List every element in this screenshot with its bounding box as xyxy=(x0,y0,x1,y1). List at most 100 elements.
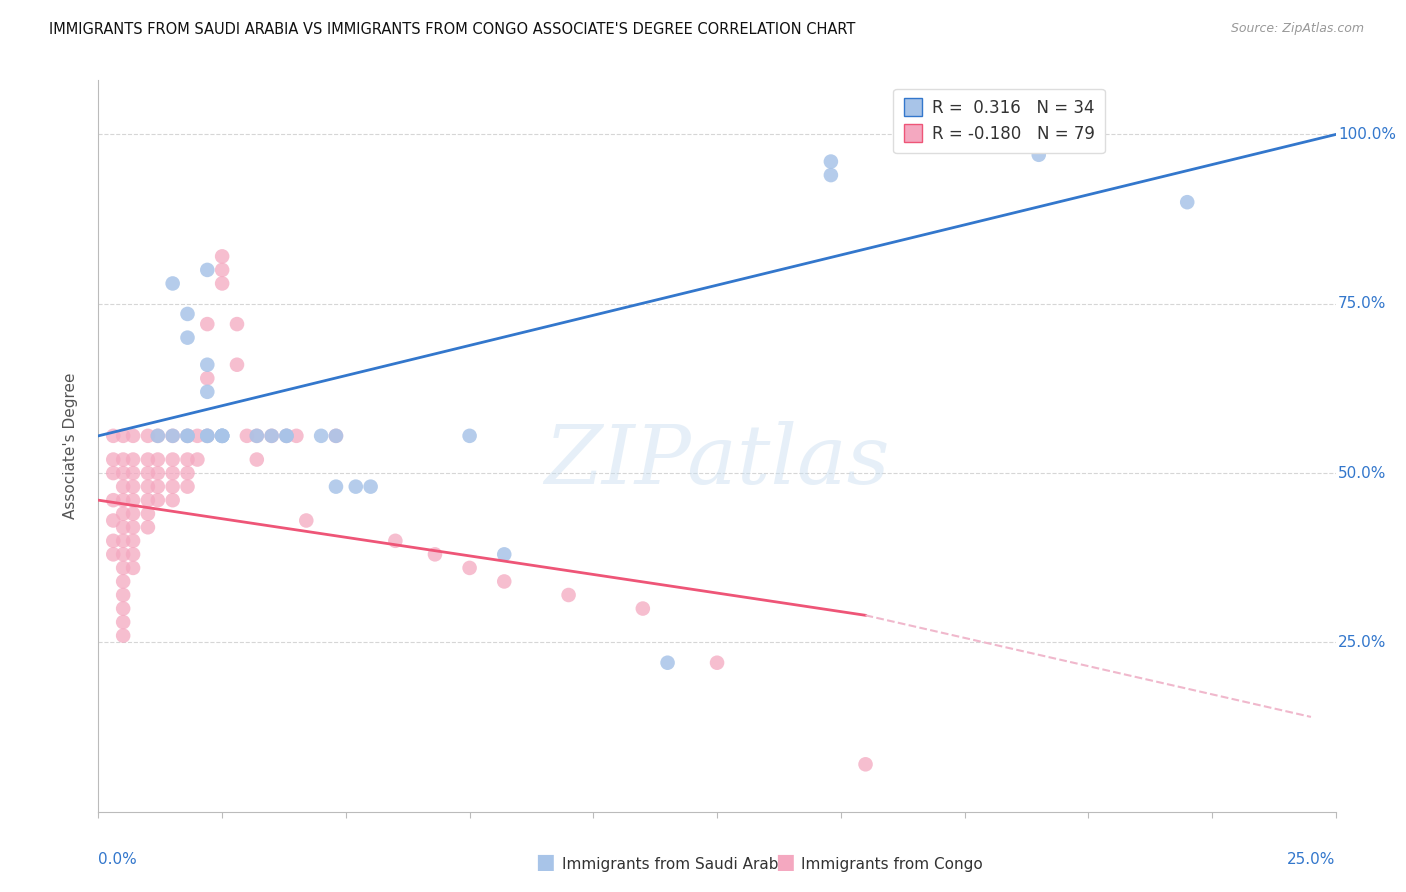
Point xyxy=(260,429,283,443)
Text: ■: ■ xyxy=(775,853,794,872)
Point xyxy=(260,429,283,443)
Point xyxy=(122,452,145,467)
Point xyxy=(112,429,135,443)
Point xyxy=(146,429,169,443)
Point xyxy=(186,452,208,467)
Point xyxy=(146,493,169,508)
Point xyxy=(112,466,135,480)
Point xyxy=(103,429,125,443)
Point xyxy=(494,574,516,589)
Point xyxy=(136,466,159,480)
Point xyxy=(112,574,135,589)
Point xyxy=(162,277,184,291)
Point xyxy=(112,493,135,508)
Point xyxy=(162,429,184,443)
Point xyxy=(195,317,218,331)
Point xyxy=(458,429,481,443)
Point xyxy=(162,429,184,443)
Point xyxy=(112,452,135,467)
Point xyxy=(162,493,184,508)
Point xyxy=(122,561,145,575)
Point xyxy=(122,466,145,480)
Point xyxy=(136,493,159,508)
Point xyxy=(136,520,159,534)
Point xyxy=(1175,195,1198,210)
Point xyxy=(146,466,169,480)
Point xyxy=(176,307,198,321)
Point xyxy=(162,480,184,494)
Point xyxy=(236,429,259,443)
Text: ZIPatlas: ZIPatlas xyxy=(544,421,890,500)
Point xyxy=(112,588,135,602)
Point xyxy=(195,263,218,277)
Point xyxy=(122,480,145,494)
Point xyxy=(384,533,406,548)
Point xyxy=(112,601,135,615)
Point xyxy=(122,533,145,548)
Point xyxy=(706,656,728,670)
Text: Immigrants from Congo: Immigrants from Congo xyxy=(801,857,983,872)
Point xyxy=(112,629,135,643)
Point xyxy=(195,384,218,399)
Point xyxy=(325,480,347,494)
Point xyxy=(162,452,184,467)
Point xyxy=(211,263,233,277)
Text: 100.0%: 100.0% xyxy=(1339,127,1396,142)
Text: 25.0%: 25.0% xyxy=(1339,635,1386,650)
Point xyxy=(211,429,233,443)
Point xyxy=(557,588,579,602)
Point xyxy=(309,429,332,443)
Point xyxy=(820,168,842,182)
Point xyxy=(136,429,159,443)
Point xyxy=(103,514,125,528)
Point xyxy=(195,371,218,385)
Point xyxy=(820,154,842,169)
Point xyxy=(1028,148,1050,162)
Point xyxy=(103,547,125,561)
Text: 25.0%: 25.0% xyxy=(1288,852,1336,867)
Point xyxy=(136,507,159,521)
Point xyxy=(112,561,135,575)
Point xyxy=(103,493,125,508)
Point xyxy=(276,429,298,443)
Point xyxy=(162,466,184,480)
Point xyxy=(195,429,218,443)
Point xyxy=(195,429,218,443)
Point xyxy=(246,452,269,467)
Point xyxy=(103,466,125,480)
Point xyxy=(325,429,347,443)
Point xyxy=(325,429,347,443)
Y-axis label: Associate's Degree: Associate's Degree xyxy=(63,373,77,519)
Point xyxy=(285,429,308,443)
Point xyxy=(176,331,198,345)
Point xyxy=(226,317,249,331)
Point xyxy=(211,429,233,443)
Point xyxy=(146,429,169,443)
Point xyxy=(855,757,877,772)
Point xyxy=(195,429,218,443)
Point xyxy=(112,615,135,629)
Point xyxy=(103,533,125,548)
Point xyxy=(246,429,269,443)
Text: Source: ZipAtlas.com: Source: ZipAtlas.com xyxy=(1230,22,1364,36)
Point xyxy=(458,561,481,575)
Point xyxy=(246,429,269,443)
Text: Immigrants from Saudi Arabia: Immigrants from Saudi Arabia xyxy=(562,857,793,872)
Point xyxy=(657,656,679,670)
Point xyxy=(146,480,169,494)
Point xyxy=(631,601,654,615)
Text: 50.0%: 50.0% xyxy=(1339,466,1386,481)
Point xyxy=(122,493,145,508)
Text: IMMIGRANTS FROM SAUDI ARABIA VS IMMIGRANTS FROM CONGO ASSOCIATE'S DEGREE CORRELA: IMMIGRANTS FROM SAUDI ARABIA VS IMMIGRAN… xyxy=(49,22,856,37)
Point xyxy=(195,358,218,372)
Point xyxy=(122,429,145,443)
Text: 75.0%: 75.0% xyxy=(1339,296,1386,311)
Point xyxy=(136,480,159,494)
Point xyxy=(112,547,135,561)
Point xyxy=(276,429,298,443)
Point xyxy=(226,358,249,372)
Point xyxy=(176,466,198,480)
Point xyxy=(112,520,135,534)
Text: 0.0%: 0.0% xyxy=(98,852,138,867)
Point xyxy=(136,452,159,467)
